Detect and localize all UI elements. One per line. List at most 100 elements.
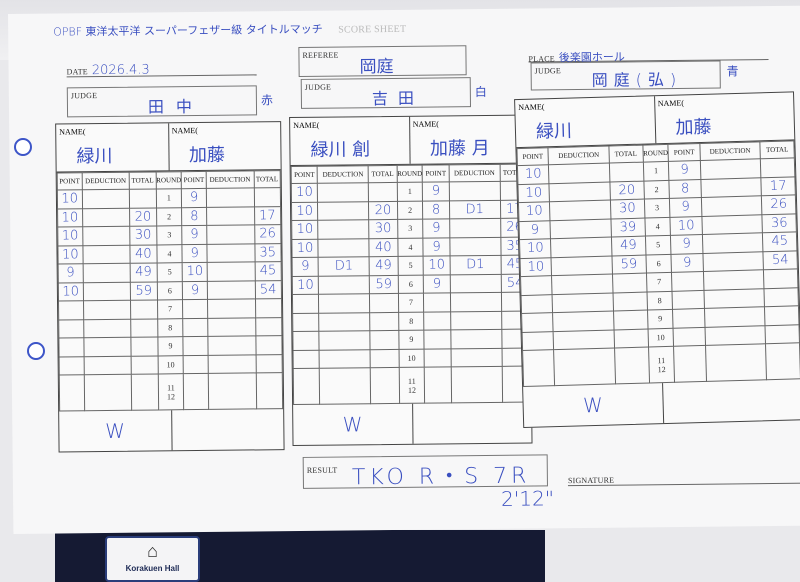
left-deduction-cell [82,263,131,283]
winner-right-cell [661,379,800,424]
right-point-cell [424,348,451,368]
right-deduction-cell [450,366,503,403]
column-header-deduction: DEDUCTION [699,141,761,161]
right-deduction-cell [449,218,501,238]
score-table: POINT DEDUCTION TOTAL ROUND POINT DEDUCTION TO… [291,164,531,405]
left-point-cell: 10 [291,183,318,203]
left-total-cell: 30 [129,225,157,245]
column-header-point: POINT [422,164,450,183]
right-deduction-cell [206,243,255,263]
column-header-round: ROUND [155,171,182,189]
fighter-left-name: 緑川 創 [310,139,371,161]
right-deduction-cell [449,236,501,256]
column-header-deduction: DEDUCTION [206,170,254,189]
left-point-cell: 10 [517,183,550,203]
left-point-cell [522,331,554,351]
left-point-cell: 10 [57,245,83,264]
column-header-total: TOTAL [760,140,795,159]
right-deduction-cell [700,177,762,198]
right-deduction-cell [702,251,764,272]
right-point-cell [424,329,451,349]
right-point-cell: 10 [670,215,703,236]
scorecard-judge-2: NAME(緑川 創 NAME(加藤 月 POINT DEDUCTION TOTAL ROU… [289,114,533,447]
left-point-cell [293,349,320,369]
right-deduction-cell [206,224,255,244]
round-number: 8 [398,311,425,331]
round-number: 4 [644,216,671,237]
round-row: 11 12 [59,372,283,411]
left-deduction-cell [318,312,371,332]
right-deduction-cell [450,292,502,312]
judge-2-name: 吉田 [371,88,425,109]
round-number: 9 [157,336,184,356]
judge-3-name: 岡庭(弘) [591,69,683,90]
left-total-cell [612,273,647,293]
left-deduction-cell: D1 [318,256,370,276]
left-point-cell: 10 [519,238,552,259]
fighter-right-name-cell: NAME(加藤 [653,92,795,144]
right-point-cell: 8 [422,200,450,220]
round-number: 6 [397,274,424,294]
right-total-cell: 35 [254,243,282,262]
judge-3-corner: 青 [726,64,739,79]
left-deduction-cell [553,347,616,386]
left-deduction-cell [82,226,131,246]
fighter-left-name: 緑川 [76,145,113,168]
left-total-cell: 59 [369,274,398,294]
right-point-cell [183,354,209,374]
right-deduction-cell [207,335,256,355]
left-total-cell: 39 [610,217,645,238]
left-point-cell [58,319,84,338]
left-point-cell [293,368,320,405]
winner-left-cell: W [105,418,126,444]
left-point-cell: 10 [518,201,551,222]
event-title: OPBF 東洋太平洋 スーパーフェザー級 タイトルマッチ [53,22,323,39]
right-point-cell [424,311,451,331]
left-deduction-cell [549,181,611,202]
scorecard-judge-1: NAME(緑川 NAME(加藤 POINT DEDUCTION TOTAL ROUND PO… [55,121,285,453]
faded-heading: SCORE SHEET [338,23,407,36]
left-deduction-cell [319,349,371,369]
round-row: 10 1 9 [291,181,529,203]
right-deduction-cell [206,187,255,207]
left-point-cell [59,356,84,375]
right-deduction-cell [450,347,502,367]
round-number: 9 [647,309,674,329]
round-number: 7 [397,293,425,312]
right-point-cell [673,326,706,347]
round-number: 10 [647,327,674,348]
left-deduction-cell [317,201,369,221]
score-table: POINT DEDUCTION TOTAL ROUND POINT DEDUCTION TO… [516,140,800,387]
round-row: 10 59 6 9 54 [58,280,282,301]
left-deduction-cell [548,163,610,184]
round-number: 10 [157,355,184,374]
left-total-cell: 30 [368,219,398,239]
left-total-cell: 40 [369,237,398,257]
round-number: 9 [398,330,425,349]
right-total-cell [765,324,800,344]
round-row: 10 1 9 [57,187,281,209]
left-point-cell: 10 [57,189,83,209]
result-box: RESULT TKO R・S 7R [302,454,548,490]
left-point-cell: 10 [520,257,552,277]
right-point-cell: 9 [182,243,208,263]
left-total-cell [613,328,649,348]
left-point-cell: 10 [57,208,83,227]
right-point-cell: 9 [423,218,450,238]
right-total-cell [253,187,281,207]
left-deduction-cell [553,329,615,350]
left-total-cell [368,182,398,202]
round-row: 10 30 3 9 26 [57,224,281,246]
left-point-cell [520,275,553,296]
right-total-cell [255,317,282,336]
left-deduction-cell [318,293,370,313]
right-point-cell: 10 [423,255,450,275]
column-header-round: ROUND [396,165,423,183]
column-header-point: POINT [516,147,549,166]
right-deduction-cell [703,269,765,290]
left-point-cell [521,294,553,314]
left-total-cell [131,373,159,411]
column-header-point: POINT [291,166,318,184]
round-row: 7 [58,298,282,320]
left-deduction-cell [319,330,371,350]
